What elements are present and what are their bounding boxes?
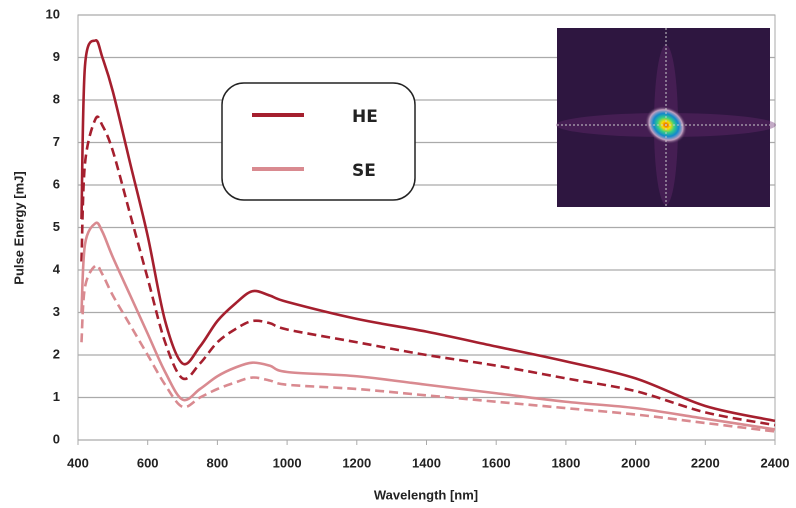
x-tick-label: 1400 [412,455,441,470]
x-tick-label: 600 [137,455,159,470]
y-tick-label: 1 [53,389,60,404]
x-tick-label: 2200 [691,455,720,470]
y-tick-label: 7 [53,134,60,149]
y-tick-label: 6 [53,176,60,191]
y-tick-label: 3 [53,304,60,319]
series-line [81,265,775,431]
y-tick-label: 8 [53,91,60,106]
legend-label: HE [352,107,378,127]
series-line [81,223,775,430]
x-tick-label: 1000 [273,455,302,470]
y-tick-label: 5 [53,219,60,234]
y-tick-label: 2 [53,346,60,361]
y-tick-label: 0 [53,431,60,446]
x-tick-label: 400 [67,455,89,470]
x-tick-label: 1200 [342,455,371,470]
y-tick-label: 9 [53,49,60,64]
x-tick-label: 2000 [621,455,650,470]
y-tick-label: 10 [46,6,60,21]
x-tick-label: 1600 [482,455,511,470]
legend-label: SE [352,161,376,181]
x-tick-label: 1800 [551,455,580,470]
x-tick-label: 2400 [761,455,790,470]
chart: Pulse Energy [mJ] Wavelength [nm] 0 1 2 3 4 5… [0,0,796,508]
legend-box [222,83,415,200]
beam-profile-image [556,28,776,207]
x-axis-title: Wavelength [nm] [374,487,478,502]
x-tick-label: 800 [207,455,229,470]
y-tick-label: 4 [53,261,61,276]
y-axis-title: Pulse Energy [mJ] [11,171,26,284]
